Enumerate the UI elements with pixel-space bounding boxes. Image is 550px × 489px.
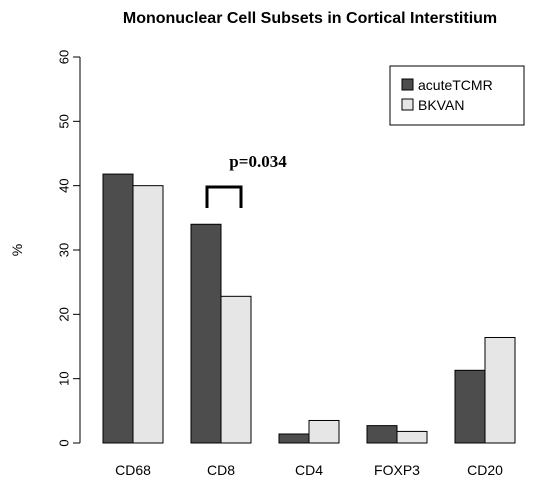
bar-CD68-BKVAN (132, 185, 164, 444)
y-axis-label: % (9, 244, 25, 256)
bar-CD8-acuteTCMR (190, 223, 222, 444)
x-tick-label: CD4 (295, 462, 323, 478)
y-tick-label: 10 (56, 371, 71, 385)
p-value-label: p=0.034 (229, 152, 287, 171)
legend-label-BKVAN: BKVAN (418, 97, 464, 113)
x-tick-label: FOXP3 (374, 462, 420, 478)
bar-CD4-acuteTCMR (278, 433, 310, 444)
legend: acuteTCMR BKVAN (389, 65, 525, 126)
bar-CD68-acuteTCMR (102, 173, 134, 444)
legend-label-acuteTCMR: acuteTCMR (418, 77, 493, 93)
bar-CD4-BKVAN (308, 419, 340, 444)
bar-CD8-BKVAN (220, 295, 252, 444)
significance-bracket (205, 185, 243, 208)
legend-swatch-BKVAN (401, 98, 414, 111)
bar-FOXP3-BKVAN (396, 430, 428, 444)
bar-CD20-acuteTCMR (454, 369, 486, 444)
y-axis: 0 10 20 30 40 50 60 (56, 50, 81, 447)
bar-CD20-BKVAN (484, 336, 516, 444)
y-tick-label: 0 (56, 439, 71, 446)
chart-title: Mononuclear Cell Subsets in Cortical Int… (123, 10, 497, 27)
significance-annotation: p=0.034 (205, 152, 287, 208)
y-tick-label: 20 (56, 307, 71, 321)
bars-group (102, 173, 516, 444)
y-tick-label: 60 (56, 50, 71, 64)
y-tick-label: 30 (56, 243, 71, 257)
x-tick-label: CD68 (115, 462, 151, 478)
x-tick-label: CD8 (207, 462, 235, 478)
x-tick-label: CD20 (467, 462, 503, 478)
x-axis-labels: CD68 CD8 CD4 FOXP3 CD20 (115, 462, 503, 478)
legend-swatch-acuteTCMR (401, 78, 414, 91)
legend-box (389, 65, 525, 126)
bar-FOXP3-acuteTCMR (366, 425, 398, 444)
y-tick-label: 40 (56, 178, 71, 192)
y-tick-label: 50 (56, 114, 71, 128)
